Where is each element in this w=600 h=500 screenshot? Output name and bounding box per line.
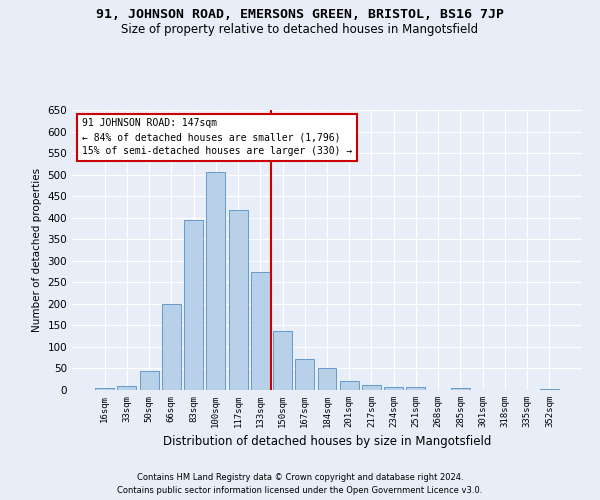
Bar [540,388,559,390]
Text: Contains public sector information licensed under the Open Government Licence v3: Contains public sector information licen… [118,486,482,495]
Bar [184,220,203,390]
Y-axis label: Number of detached properties: Number of detached properties [32,168,42,332]
Bar [362,385,381,390]
Text: Distribution of detached houses by size in Mangotsfield: Distribution of detached houses by size … [163,435,491,448]
Bar [295,358,314,390]
Text: Size of property relative to detached houses in Mangotsfield: Size of property relative to detached ho… [121,22,479,36]
Bar [340,382,359,390]
Bar [95,388,114,390]
Bar [251,272,270,390]
Bar [118,386,136,390]
Bar [140,370,158,390]
Text: 91 JOHNSON ROAD: 147sqm
← 84% of detached houses are smaller (1,796)
15% of semi: 91 JOHNSON ROAD: 147sqm ← 84% of detache… [82,118,352,156]
Bar [317,368,337,390]
Bar [162,304,181,390]
Bar [451,388,470,390]
Text: Contains HM Land Registry data © Crown copyright and database right 2024.: Contains HM Land Registry data © Crown c… [137,472,463,482]
Bar [206,172,225,390]
Bar [384,387,403,390]
Bar [406,387,425,390]
Bar [273,330,292,390]
Bar [229,210,248,390]
Text: 91, JOHNSON ROAD, EMERSONS GREEN, BRISTOL, BS16 7JP: 91, JOHNSON ROAD, EMERSONS GREEN, BRISTO… [96,8,504,20]
